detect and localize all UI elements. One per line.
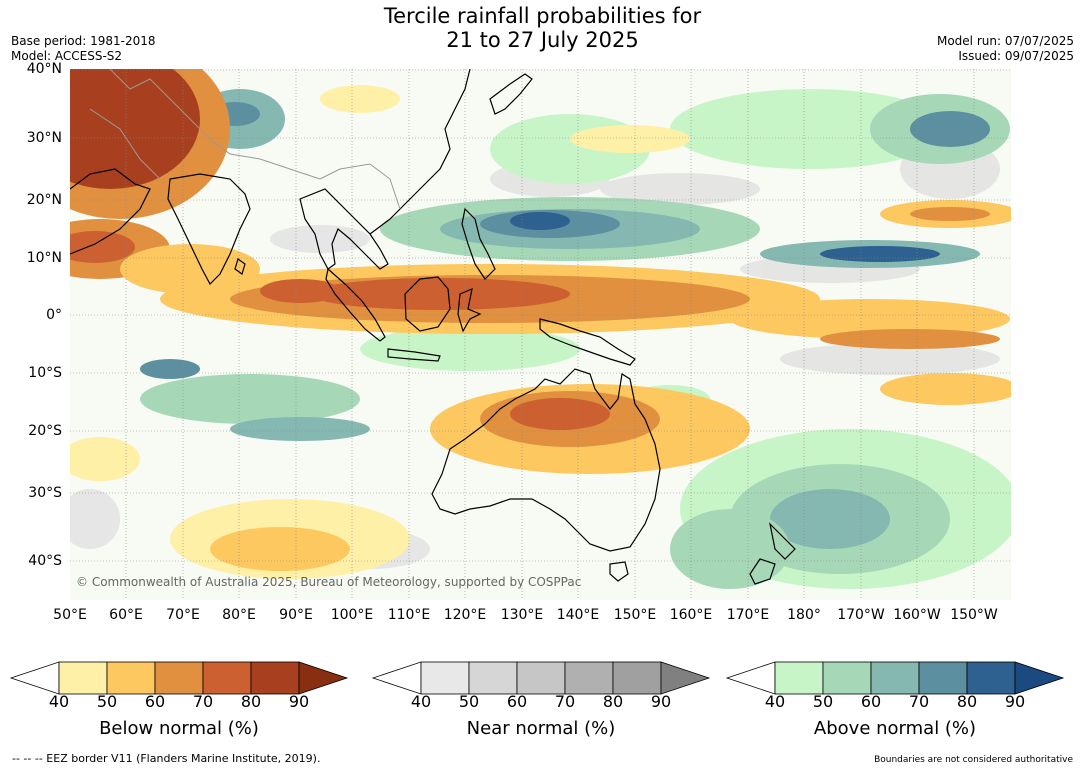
colorbar-swatch — [106, 661, 156, 695]
cb-tick: 60 — [144, 692, 166, 711]
cb-tick: 70 — [908, 692, 930, 711]
colorbar-high-arrow — [660, 661, 711, 695]
colorbar-swatch — [564, 661, 614, 695]
cb-tick: 60 — [506, 692, 528, 711]
colorbar-swatch — [774, 661, 824, 695]
cb-tick: 80 — [956, 692, 978, 711]
near-normal-label: Near normal (%) — [466, 718, 616, 739]
lat-label-equator: 0° — [46, 307, 62, 323]
probability-map: © Commonwealth of Australia 2025, Bureau… — [70, 69, 1011, 600]
lon-label: 90°E — [279, 607, 313, 623]
cb-tick: 90 — [288, 692, 310, 711]
colorbar-low-arrow — [371, 661, 422, 695]
lat-label-30s: 30°S — [28, 485, 62, 501]
colorbar-swatch — [202, 661, 252, 695]
lon-label: 50°E — [53, 607, 87, 623]
model-run: Model run: 07/07/2025 — [936, 34, 1074, 48]
near-normal-colorbar — [371, 661, 711, 695]
colorbar-swatch — [822, 661, 872, 695]
lon-label: 170°E — [726, 607, 770, 623]
lon-label: 100°E — [330, 607, 374, 623]
colorbar-high-arrow — [1014, 661, 1065, 695]
cb-tick: 50 — [96, 692, 118, 711]
eez-note: -- -- -- EEZ border V11 (Flanders Marine… — [12, 752, 321, 765]
colorbar-low-arrow — [9, 661, 60, 695]
lon-label: 130°E — [500, 607, 544, 623]
lon-label: 110°E — [387, 607, 431, 623]
model-name: Model: ACCESS-S2 — [11, 49, 123, 63]
cb-tick: 80 — [602, 692, 624, 711]
lat-label-10n: 10°N — [26, 250, 62, 266]
lon-label: 150°E — [613, 607, 657, 623]
lat-label-20n: 20°N — [26, 192, 62, 208]
cb-tick: 80 — [240, 692, 262, 711]
cb-tick: 50 — [812, 692, 834, 711]
colorbar-swatch — [154, 661, 204, 695]
lon-label: 120°E — [443, 607, 487, 623]
above-normal-colorbar — [725, 661, 1065, 695]
colorbar-swatch — [516, 661, 566, 695]
colorbar-swatch — [468, 661, 518, 695]
map-title: Tercile rainfall probabilities for 21 to… — [383, 4, 702, 52]
colorbar-swatch — [918, 661, 968, 695]
copyright-text: © Commonwealth of Australia 2025, Bureau… — [76, 575, 581, 589]
colorbar-swatch — [966, 661, 1016, 695]
colorbar-low-arrow — [725, 661, 776, 695]
cb-tick: 60 — [860, 692, 882, 711]
cb-tick: 40 — [764, 692, 786, 711]
cb-tick: 40 — [410, 692, 432, 711]
colorbar-swatch — [250, 661, 300, 695]
colorbar-swatch — [58, 661, 108, 695]
lat-label-40n: 40°N — [26, 61, 62, 77]
lat-label-30n: 30°N — [26, 130, 62, 146]
lon-label: 160°E — [669, 607, 713, 623]
lon-label: 60°E — [109, 607, 143, 623]
lat-label-20s: 20°S — [28, 423, 62, 439]
above-normal-label: Above normal (%) — [813, 718, 977, 739]
colorbar-swatch — [870, 661, 920, 695]
below-normal-label: Below normal (%) — [99, 718, 259, 739]
base-period: Base period: 1981-2018 — [11, 34, 156, 48]
cb-tick: 70 — [554, 692, 576, 711]
lat-label-10s: 10°S — [28, 365, 62, 381]
boundaries-note: Boundaries are not considered authoritat… — [874, 755, 1073, 765]
colorbar-swatch — [612, 661, 662, 695]
cb-tick: 40 — [48, 692, 70, 711]
lon-label: 140°E — [556, 607, 600, 623]
cb-tick: 50 — [458, 692, 480, 711]
lat-label-40s: 40°S — [28, 553, 62, 569]
issued-date: Issued: 09/07/2025 — [958, 49, 1074, 63]
colorbars — [9, 661, 1065, 695]
lon-label: 180° — [787, 607, 821, 623]
lon-label: 70°E — [166, 607, 200, 623]
colorbar-high-arrow — [298, 661, 349, 695]
cb-tick: 90 — [1004, 692, 1026, 711]
lon-label: 160°W — [893, 607, 941, 623]
lon-label: 170°W — [837, 607, 885, 623]
lon-label: 80°E — [222, 607, 256, 623]
cb-tick: 90 — [650, 692, 672, 711]
lon-label: 150°W — [950, 607, 998, 623]
cb-tick: 70 — [192, 692, 214, 711]
colorbar-swatch — [420, 661, 470, 695]
below-normal-colorbar — [9, 661, 349, 695]
